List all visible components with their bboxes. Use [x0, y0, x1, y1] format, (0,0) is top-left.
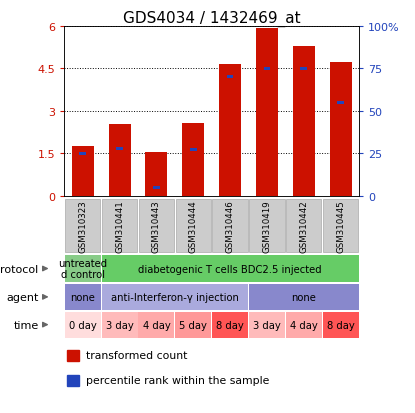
Text: agent: agent — [6, 292, 39, 302]
Text: anti-Interferon-γ injection: anti-Interferon-γ injection — [111, 292, 239, 302]
Text: none: none — [70, 292, 95, 302]
Text: percentile rank within the sample: percentile rank within the sample — [86, 375, 270, 385]
Text: GSM310443: GSM310443 — [152, 200, 161, 252]
Bar — [67, 350, 79, 361]
FancyBboxPatch shape — [102, 199, 137, 253]
Text: GSM310444: GSM310444 — [189, 200, 198, 252]
Bar — [145, 152, 168, 196]
FancyBboxPatch shape — [249, 312, 285, 338]
Text: GSM310323: GSM310323 — [78, 200, 87, 252]
Text: untreated
d control: untreated d control — [58, 258, 107, 280]
FancyBboxPatch shape — [249, 199, 285, 253]
Bar — [116, 147, 123, 150]
Bar — [256, 29, 278, 196]
Text: GDS4034 / 1432469_at: GDS4034 / 1432469_at — [123, 10, 300, 26]
FancyBboxPatch shape — [249, 284, 359, 310]
FancyBboxPatch shape — [138, 312, 174, 338]
FancyBboxPatch shape — [102, 312, 138, 338]
Text: 8 day: 8 day — [216, 320, 244, 330]
Bar — [109, 125, 131, 196]
Text: GSM310446: GSM310446 — [226, 200, 234, 252]
FancyBboxPatch shape — [65, 199, 100, 253]
FancyBboxPatch shape — [102, 255, 359, 282]
FancyBboxPatch shape — [286, 199, 321, 253]
Text: 4 day: 4 day — [290, 320, 317, 330]
Text: diabetogenic T cells BDC2.5 injected: diabetogenic T cells BDC2.5 injected — [138, 264, 322, 274]
Text: 0 day: 0 day — [69, 320, 97, 330]
FancyBboxPatch shape — [65, 284, 101, 310]
Bar — [264, 68, 270, 71]
Text: 3 day: 3 day — [253, 320, 281, 330]
Bar — [153, 186, 160, 189]
Bar — [72, 147, 94, 196]
FancyBboxPatch shape — [139, 199, 174, 253]
Text: time: time — [13, 320, 39, 330]
FancyBboxPatch shape — [176, 199, 211, 253]
FancyBboxPatch shape — [322, 312, 359, 338]
Bar — [337, 102, 344, 104]
FancyBboxPatch shape — [323, 199, 358, 253]
FancyBboxPatch shape — [102, 284, 248, 310]
Text: GSM310419: GSM310419 — [262, 200, 271, 252]
Bar — [300, 68, 307, 71]
FancyBboxPatch shape — [65, 312, 101, 338]
FancyBboxPatch shape — [65, 255, 101, 282]
FancyBboxPatch shape — [212, 199, 248, 253]
Text: GSM310442: GSM310442 — [299, 200, 308, 252]
Text: none: none — [291, 292, 316, 302]
Text: 5 day: 5 day — [179, 320, 207, 330]
Text: GSM310441: GSM310441 — [115, 200, 124, 252]
Text: GSM310445: GSM310445 — [336, 200, 345, 252]
Bar — [79, 152, 86, 155]
Bar — [227, 76, 233, 79]
Bar — [67, 375, 79, 386]
Bar — [190, 149, 197, 152]
Text: protocol: protocol — [0, 264, 39, 274]
FancyBboxPatch shape — [175, 312, 211, 338]
Text: 4 day: 4 day — [142, 320, 170, 330]
Bar — [182, 123, 204, 196]
FancyBboxPatch shape — [212, 312, 248, 338]
Bar — [293, 47, 315, 196]
FancyBboxPatch shape — [286, 312, 322, 338]
Text: transformed count: transformed count — [86, 350, 188, 360]
Text: 3 day: 3 day — [106, 320, 134, 330]
Bar — [330, 63, 352, 196]
Text: 8 day: 8 day — [327, 320, 354, 330]
Bar — [219, 65, 241, 196]
